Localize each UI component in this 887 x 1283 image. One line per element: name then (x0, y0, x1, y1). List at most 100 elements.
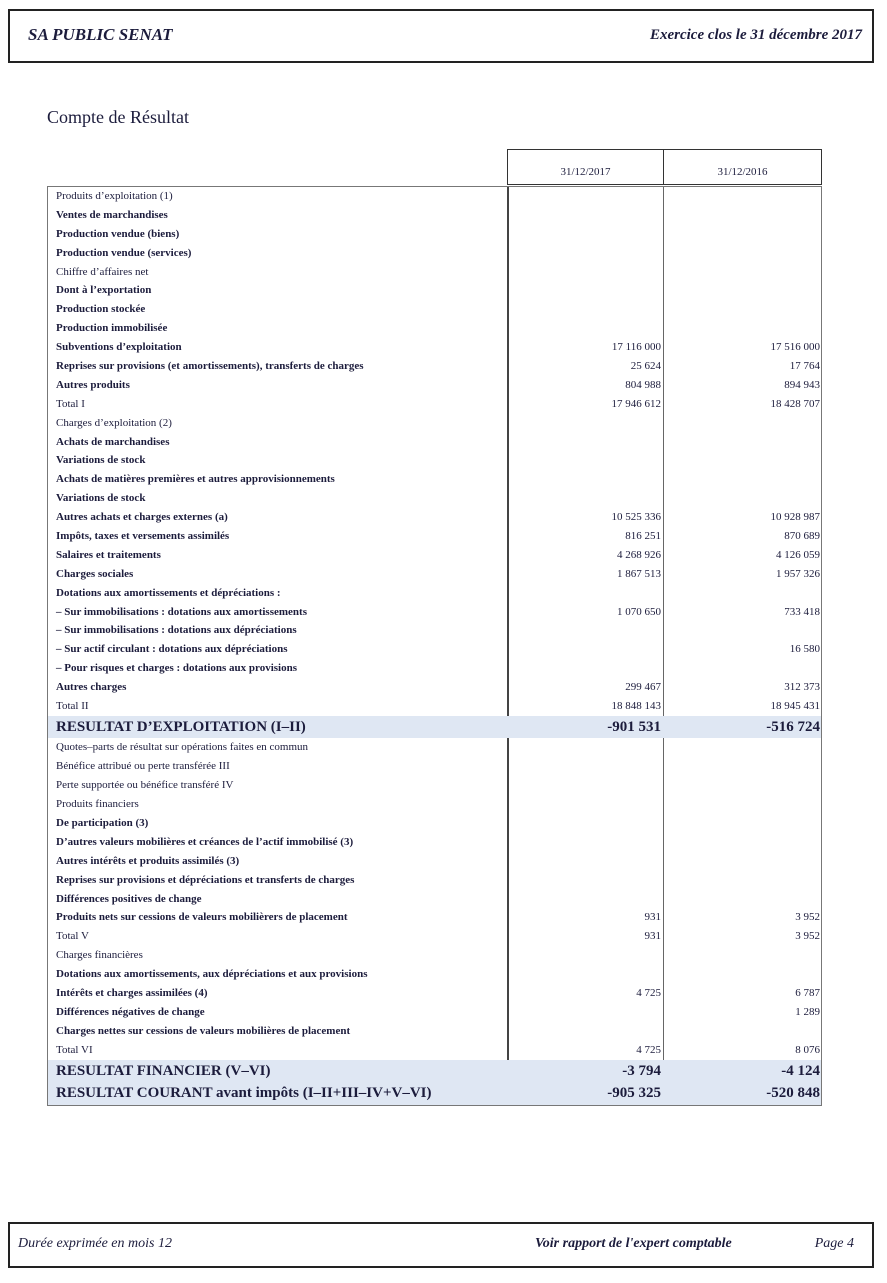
table-row: Autres achats et charges externes (a) 10 … (48, 508, 821, 527)
value-2016: 17 516 000 (770, 341, 821, 354)
value-2017: 4 725 (636, 1043, 661, 1056)
row-label: Total V (56, 930, 89, 943)
row-label: Charges nettes sur cessions de valeurs m… (56, 1024, 351, 1037)
value-2016: 1 957 326 (776, 567, 820, 580)
row-label: Différences positives de change (56, 892, 202, 905)
table-row: Différences négatives de change 1 289 (48, 1003, 821, 1022)
table-row: Bénéfice attribué ou perte transférée II… (48, 757, 821, 776)
row-label: Ventes de marchandises (56, 208, 168, 221)
accountant-note: Voir rapport de l'expert comptable (535, 1236, 732, 1251)
value-2017: 1 867 513 (617, 567, 661, 580)
value-2016: 18 428 707 (770, 397, 821, 410)
row-label: Produits nets sur cessions de valeurs mo… (56, 911, 348, 924)
table-row: – Sur actif circulant : dotations aux dé… (48, 640, 821, 659)
value-2016: 3 952 (795, 930, 820, 943)
page-header: SA PUBLIC SENAT Exercice clos le 31 déce… (8, 9, 874, 63)
column-divider (507, 187, 509, 1105)
value-2017: 931 (644, 911, 662, 924)
value-2017: 804 988 (625, 378, 661, 391)
row-label: Chiffre d’affaires net (56, 265, 149, 278)
table-row: Total I 17 946 612 18 428 707 (48, 395, 821, 414)
value-2016: 8 076 (795, 1043, 820, 1056)
table-row: Total II 18 848 143 18 945 431 (48, 697, 821, 716)
row-label: Quotes–parts de résultat sur opérations … (56, 741, 309, 754)
row-label: Variations de stock (56, 454, 146, 467)
row-label: Charges sociales (56, 567, 134, 580)
value-2016: 17 764 (789, 360, 820, 373)
table-row: Différences positives de change (48, 890, 821, 909)
value-2016: 6 787 (795, 987, 820, 1000)
table-row: Charges financières (48, 946, 821, 965)
table-row: Total VI 4 725 8 076 (48, 1041, 821, 1060)
row-label: Reprises sur provisions (et amortissemen… (56, 360, 364, 373)
row-label: Dotations aux amortissements et déprécia… (56, 586, 281, 599)
table-row: Total V 931 3 952 (48, 927, 821, 946)
fiscal-period: Exercice clos le 31 décembre 2017 (649, 27, 862, 43)
value-2017: 10 525 336 (611, 511, 662, 524)
value-2017: 299 467 (625, 681, 661, 694)
table-row: Chiffre d’affaires net (48, 263, 821, 282)
table-row: Produits d’exploitation (1) (48, 187, 821, 206)
value-2016: 894 943 (784, 378, 820, 391)
table-row: Reprises sur provisions (et amortissemen… (48, 357, 821, 376)
table-row: Variations de stock (48, 451, 821, 470)
row-label: Produits d’exploitation (1) (56, 190, 173, 202)
table-row: – Pour risques et charges : dotations au… (48, 659, 821, 678)
table-row: Charges d’exploitation (2) (48, 414, 821, 433)
table-row: Quotes–parts de résultat sur opérations … (48, 738, 821, 757)
row-label: Achats de marchandises (56, 435, 170, 448)
row-label: Autres achats et charges externes (a) (56, 511, 228, 524)
row-label: Charges financières (56, 949, 143, 962)
result-row: RESULTAT D’EXPLOITATION (I–II) -901 531 -5… (48, 715, 821, 739)
column-divider (663, 187, 664, 1105)
row-label: Autres charges (56, 681, 127, 694)
value-2017: -905 325 (607, 1085, 661, 1102)
value-2017: 4 268 926 (617, 548, 661, 561)
value-2016: 4 126 059 (776, 548, 820, 561)
row-label: Total II (56, 700, 89, 713)
table-row: Reprises sur provisions et dépréciations… (48, 871, 821, 890)
table-row: Production vendue (biens) (48, 225, 821, 244)
value-2017: 18 848 143 (611, 700, 662, 713)
row-label: Produits financiers (56, 798, 139, 811)
row-label: Production immobilisée (56, 322, 168, 335)
page-number: Page 4 (814, 1236, 854, 1251)
row-label: Subventions d’exploitation (56, 341, 182, 354)
column-header-2016: 31/12/2016 (663, 149, 822, 185)
row-label: – Pour risques et charges : dotations au… (56, 662, 298, 675)
table-row: Salaires et traitements 4 268 926 4 126 05… (48, 546, 821, 565)
value-2017: 17 946 612 (611, 397, 662, 410)
row-label: – Sur immobilisations : dotations aux am… (56, 605, 307, 618)
table-row: Perte supportée ou bénéfice transféré IV (48, 776, 821, 795)
value-2016: 16 580 (789, 643, 820, 656)
value-2016: -516 724 (766, 718, 820, 735)
table-row: Autres produits 804 988 894 943 (48, 376, 821, 395)
duration-note: Durée exprimée en mois 12 (18, 1236, 172, 1251)
table-row: D’autres valeurs mobilières et créances … (48, 833, 821, 852)
row-label: Production vendue (services) (56, 246, 192, 259)
table-row: Dont à l’exportation (48, 281, 821, 300)
row-label: RESULTAT COURANT avant impôts (I–II+III–… (56, 1085, 432, 1102)
value-2016: 1 289 (795, 1005, 820, 1018)
table-row: Achats de marchandises (48, 433, 821, 452)
value-2016: 10 928 987 (770, 511, 821, 524)
value-2016: 312 373 (784, 681, 820, 694)
row-label: De participation (3) (56, 817, 149, 829)
table-row: Charges sociales 1 867 513 1 957 326 (48, 565, 821, 584)
value-2017: -901 531 (607, 718, 661, 735)
row-label: Variations de stock (56, 492, 146, 505)
table-row: Intérêts et charges assimilées (4) 4 725 6… (48, 984, 821, 1003)
value-2016: -520 848 (766, 1085, 820, 1102)
table-row: Production stockée (48, 300, 821, 319)
row-label: Autres intérêts et produits assimilés (3… (56, 854, 240, 867)
value-2017: -3 794 (622, 1062, 661, 1079)
table-row: Charges nettes sur cessions de valeurs m… (48, 1022, 821, 1041)
row-label: Production vendue (biens) (56, 227, 180, 240)
table-row: Autres intérêts et produits assimilés (3… (48, 852, 821, 871)
row-label: Impôts, taxes et versements assimilés (56, 530, 230, 543)
table-row: – Sur immobilisations : dotations aux dé… (48, 621, 821, 640)
table-row: Production immobilisée (48, 319, 821, 338)
column-header-2017: 31/12/2017 (507, 149, 664, 185)
row-label: Charges d’exploitation (2) (56, 416, 172, 429)
row-label: Bénéfice attribué ou perte transférée II… (56, 760, 230, 773)
